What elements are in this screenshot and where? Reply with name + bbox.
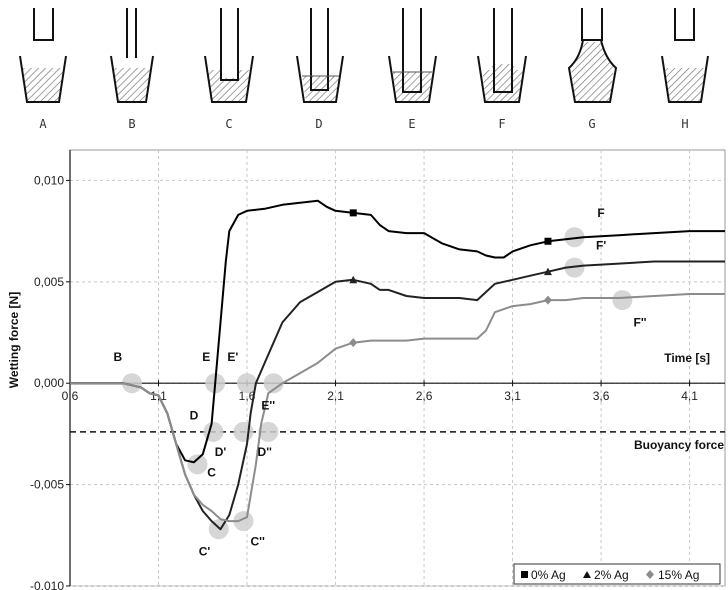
x-tick-label-2: 1,6: [239, 389, 256, 403]
stage-annotation-10: F: [597, 206, 604, 220]
legend-label-0: 0% Ag: [531, 568, 566, 582]
series-marker-2-0: [349, 338, 358, 348]
legend: 0% Ag 2% Ag 15% Ag: [513, 563, 721, 585]
x-tick-label-4: 2,6: [416, 389, 433, 403]
legend-square-icon: [521, 571, 528, 578]
series-line-2: [70, 293, 725, 523]
series-marker-0-0: [349, 209, 357, 217]
stage-marker-circle-12: [612, 290, 633, 311]
stage-annotation-2: E': [227, 350, 238, 364]
x-tick-label-5: 3,1: [504, 389, 521, 403]
y-tick-label-0: -0,010: [30, 579, 64, 590]
stage-marker-circle-0: [121, 373, 142, 394]
stage-marker-circle-2: [237, 373, 258, 394]
y-tick-label-1: -0,005: [30, 478, 64, 492]
y-tick-label-3: 0,005: [34, 275, 64, 289]
stage-marker-circle-6: [258, 421, 279, 442]
stage-label-d: D: [315, 117, 322, 131]
stage-diagrams: [19, 8, 709, 103]
stage-annotation-7: C: [207, 465, 216, 479]
stage-label-c: C: [225, 117, 232, 131]
stage-annotations: B E E' E'' D D' D'' C C' C'' F F' F'': [113, 206, 646, 559]
stage-diagram-d: [296, 8, 344, 103]
stage-marker-circle-5: [233, 421, 254, 442]
stage-diagram-g: [567, 8, 618, 103]
stage-marker-circle-9: [233, 511, 254, 532]
x-tick-labels: 0,6 1,1 1,6 2,1 2,6 3,1 3,6 4,1: [62, 380, 698, 403]
stage-annotation-11: F': [596, 238, 606, 252]
stage-annotation-5: D': [215, 445, 227, 459]
stage-label-g: G: [588, 117, 595, 131]
stage-marker-circle-3: [263, 373, 284, 394]
x-axis-title: Time [s]: [664, 351, 710, 365]
series-markers: [349, 209, 552, 348]
legend-triangle-icon: [583, 571, 591, 578]
chart-area: 0,6 1,1 1,6 2,1 2,6 3,1 3,6 4,1 -0,010-0,0050,0…: [7, 149, 726, 590]
stage-label-h: H: [681, 117, 688, 131]
series-marker-1-0: [349, 275, 358, 284]
stage-label-f: F: [498, 117, 505, 131]
stage-annotation-1: E: [202, 350, 210, 364]
legend-label-1: 2% Ag: [594, 568, 629, 582]
series-marker-0-1: [544, 237, 552, 245]
buoyancy-force-label: Buoyancy force: [634, 438, 724, 452]
legend-diamond-icon: [646, 570, 654, 579]
stage-marker-circle-11: [564, 257, 585, 278]
stage-diagram-e: [388, 8, 437, 103]
stage-annotation-8: C': [199, 545, 211, 559]
stage-label-a: A: [39, 117, 47, 131]
stage-annotation-3: E'': [261, 399, 275, 413]
x-tick-label-6: 3,6: [593, 389, 610, 403]
plot-frame: [69, 149, 726, 587]
series-marker-1-1: [543, 267, 552, 276]
stage-diagram-f: [477, 8, 527, 103]
stage-annotation-9: C'': [250, 534, 265, 548]
stage-label-e: E: [408, 117, 415, 131]
stage-annotation-12: F'': [634, 315, 647, 329]
series-line-0: [70, 199, 725, 464]
legend-label-2: 15% Ag: [658, 568, 699, 582]
x-tick-label-3: 2,1: [327, 389, 344, 403]
stage-diagram-b: [110, 8, 154, 103]
stage-marker-circle-7: [187, 454, 208, 475]
x-tick-label-7: 4,1: [681, 389, 698, 403]
stage-annotation-4: D: [190, 409, 199, 423]
y-tick-label-2: 0,000: [34, 376, 64, 390]
stage-diagram-a: [19, 8, 67, 103]
stage-labels: A B C D E F G H: [39, 117, 688, 131]
series-lines: [70, 199, 725, 531]
x-tick-label-0: 0,6: [62, 389, 79, 403]
stage-diagram-h: [661, 8, 709, 103]
stage-label-b: B: [128, 117, 135, 131]
stage-annotation-6: D'': [258, 445, 273, 459]
y-tick-labels: -0,010 -0,005 0,000 0,005 0,010: [30, 173, 70, 590]
y-tick-label-4: 0,010: [34, 173, 64, 187]
stage-diagram-c: [204, 8, 254, 103]
stage-annotation-0: B: [113, 350, 122, 364]
legend-box: [513, 563, 721, 585]
y-axis-title: Wetting force [N]: [7, 292, 21, 388]
series-marker-2-1: [543, 295, 552, 305]
